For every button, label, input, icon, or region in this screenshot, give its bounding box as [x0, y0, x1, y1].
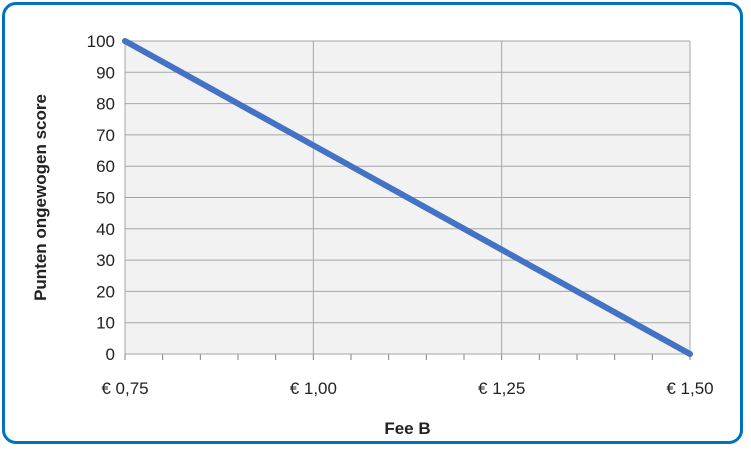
x-tick-label: € 0,75	[101, 379, 148, 398]
axis-ticks	[124, 354, 691, 360]
series-layer	[122, 38, 693, 357]
y-tick-label: 30	[96, 251, 115, 270]
y-tick-label: 90	[96, 63, 115, 82]
y-tick-labels: 0 10 20 30 40 50 60 70 80 90 100	[87, 32, 115, 364]
y-tick-label: 40	[96, 220, 115, 239]
y-tick-label: 60	[96, 157, 115, 176]
y-tick-label: 100	[87, 32, 115, 51]
y-tick-label: 70	[96, 126, 115, 145]
y-axis-title: Punten ongewogen score	[31, 94, 50, 301]
series-line	[122, 38, 693, 357]
x-tick-labels: € 0,75 € 1,00 € 1,25 € 1,50	[101, 379, 713, 398]
y-tick-label: 80	[96, 95, 115, 114]
y-tick-label: 20	[96, 282, 115, 301]
x-tick-label: € 1,50	[666, 379, 713, 398]
grid-lines	[124, 40, 691, 354]
y-tick-label: 10	[96, 314, 115, 333]
x-tick-label: € 1,00	[290, 379, 337, 398]
x-tick-label: € 1,25	[478, 379, 525, 398]
y-tick-label: 50	[96, 189, 115, 208]
y-tick-label: 0	[106, 345, 115, 364]
x-axis-title: Fee B	[384, 419, 430, 438]
